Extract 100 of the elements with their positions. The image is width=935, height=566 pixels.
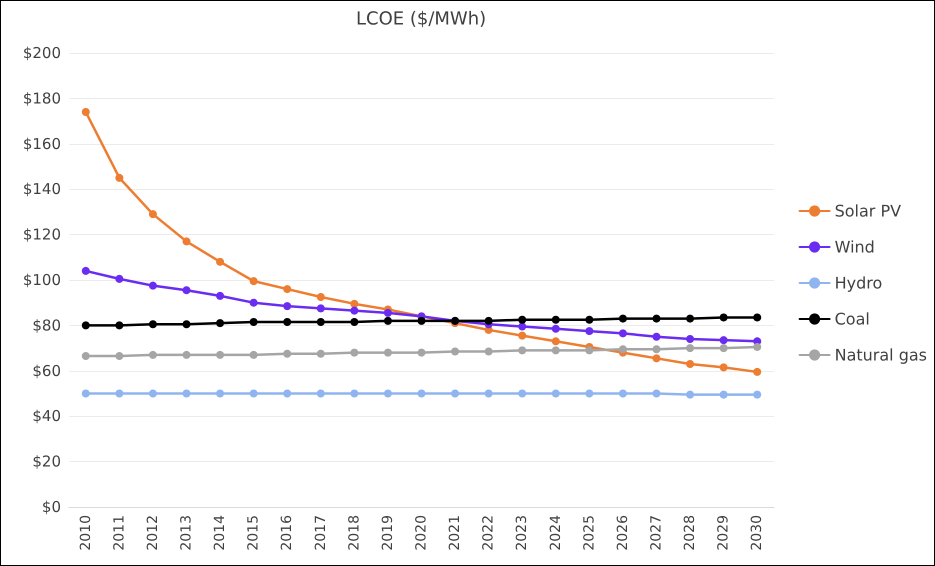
point: [484, 390, 493, 398]
point: [82, 352, 90, 360]
point: [316, 304, 325, 312]
point: [753, 313, 762, 322]
point: [350, 348, 358, 357]
x-tick-label: 2017: [312, 515, 329, 551]
y-tick-label: $140: [22, 180, 61, 198]
x-tick-label: 2011: [111, 515, 128, 551]
point: [518, 390, 526, 398]
legend-label: Hydro: [834, 274, 882, 292]
x-tick-label: 2030: [749, 515, 766, 551]
point: [148, 282, 157, 290]
point: [618, 329, 627, 338]
point: [418, 348, 426, 357]
point: [216, 319, 224, 328]
y-tick-label: $40: [32, 407, 61, 426]
point: [552, 324, 560, 333]
legend-label: Wind: [834, 238, 875, 256]
point: [652, 314, 660, 323]
point: [720, 313, 728, 322]
y-tick-label: $100: [22, 271, 61, 289]
point: [720, 336, 728, 344]
legend-label: Solar PV: [834, 202, 902, 220]
point: [418, 316, 426, 325]
point: [585, 390, 594, 398]
point: [686, 335, 694, 344]
point: [115, 390, 124, 398]
point: [585, 327, 594, 336]
point: [552, 390, 560, 398]
point: [720, 344, 728, 352]
x-tick-label: 2022: [480, 515, 497, 551]
x-tick-label: 2024: [548, 514, 564, 551]
point: [216, 350, 224, 359]
point: [618, 345, 627, 354]
point: [686, 344, 694, 352]
point: [451, 348, 460, 356]
legend-label: Coal: [834, 310, 870, 328]
point: [250, 390, 258, 398]
point: [82, 266, 90, 275]
y-tick-label: $200: [22, 44, 61, 62]
point: [115, 174, 124, 182]
chart-title: LCOE ($/MWh): [356, 8, 486, 30]
point: [652, 390, 660, 398]
point: [652, 354, 660, 362]
point: [148, 320, 157, 328]
point: [720, 363, 728, 372]
point: [182, 237, 190, 246]
point: [618, 390, 627, 398]
y-tick-label: $160: [22, 134, 61, 153]
point: [552, 337, 560, 346]
point: [115, 352, 124, 360]
point: [182, 350, 190, 359]
point: [216, 258, 224, 266]
point: [484, 316, 493, 325]
point: [115, 274, 124, 283]
x-tick-label: 2014: [212, 514, 228, 551]
x-tick-label: 2013: [178, 515, 194, 551]
point: [484, 348, 493, 356]
point: [283, 302, 292, 310]
point: [182, 286, 190, 294]
point: [250, 277, 258, 286]
point: [384, 308, 392, 317]
x-tick-label: 2021: [447, 515, 464, 551]
point: [316, 293, 325, 302]
x-tick-label: 2015: [246, 515, 262, 551]
legend-label: Natural gas: [834, 346, 928, 364]
point: [250, 350, 258, 359]
x-tick-label: 2023: [514, 515, 530, 551]
y-tick-label: $80: [32, 316, 61, 334]
x-tick-label: 2029: [716, 515, 732, 551]
point: [518, 322, 526, 331]
point: [148, 350, 157, 359]
point: [115, 321, 124, 330]
x-tick-label: 2025: [581, 515, 598, 551]
point: [216, 390, 224, 398]
x-tick-label: 2020: [414, 515, 430, 551]
point: [518, 332, 526, 340]
point: [686, 360, 694, 368]
x-tick-label: 2027: [648, 515, 664, 551]
point: [585, 346, 594, 354]
x-tick-label: 2018: [346, 515, 362, 551]
point: [652, 332, 660, 341]
point: [316, 318, 325, 326]
point: [686, 314, 694, 323]
point: [316, 350, 325, 358]
point: [618, 314, 627, 323]
point: [384, 316, 392, 325]
point: [350, 306, 358, 315]
point: [753, 342, 762, 351]
y-tick-label: $20: [32, 452, 61, 471]
point: [82, 390, 90, 398]
point: [418, 390, 426, 398]
point: [652, 345, 660, 354]
point: [283, 390, 292, 398]
point: [585, 316, 594, 324]
y-tick-label: $0: [42, 498, 61, 516]
point: [182, 390, 190, 398]
x-tick-label: 2028: [682, 515, 698, 551]
x-tick-label: 2010: [78, 515, 94, 551]
point: [283, 350, 292, 358]
